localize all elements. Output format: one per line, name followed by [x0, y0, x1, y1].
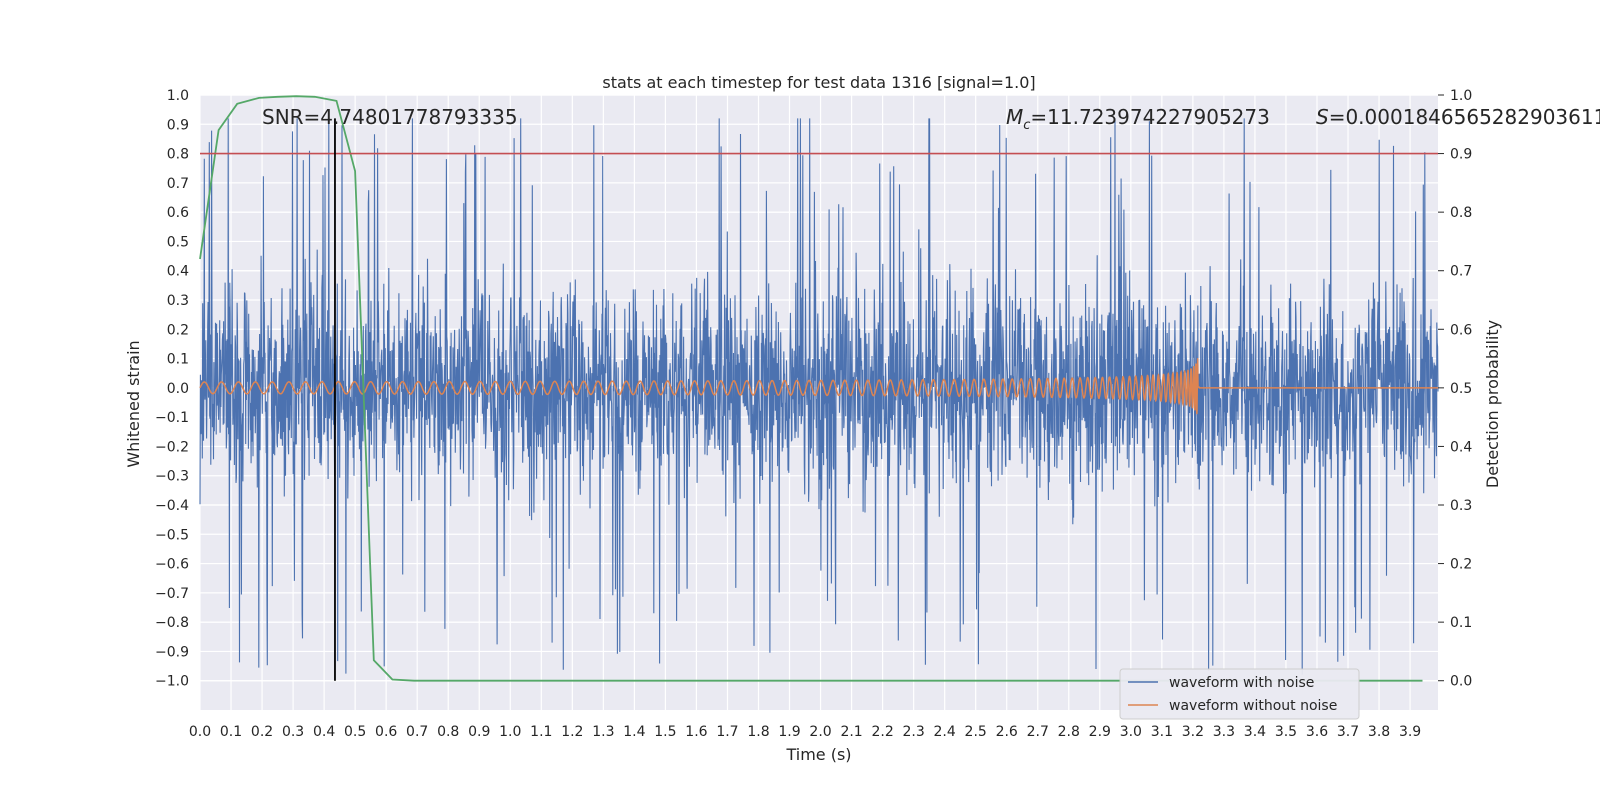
chirp-mass-annotation: Mc=11.723974227905273: [1006, 105, 1270, 133]
x-tick-label: 1.5: [654, 724, 676, 740]
x-tick-label: 0.2: [251, 724, 273, 740]
y2-tick-label: 0.9: [1450, 147, 1472, 163]
y2-tick-label: 0.5: [1450, 381, 1472, 397]
x-tick-label: 2.9: [1089, 724, 1111, 740]
y-tick-label: −0.5: [155, 527, 189, 543]
x-tick-label: 0.9: [468, 724, 490, 740]
s-symbol: S: [1316, 105, 1329, 129]
x-tick-label: 3.3: [1213, 724, 1235, 740]
y2-tick-label: 0.3: [1450, 498, 1472, 514]
snr-annotation: SNR=4.74801778793335: [262, 105, 518, 129]
x-tick-label: 2.4: [934, 724, 956, 740]
y-tick-label: −0.3: [155, 469, 189, 485]
y-tick-labels: 1.0 0.9 0.8 0.7 0.6 0.5 0.4 0.3 0.2 0.1 0.0 −0.1 −0.…: [155, 88, 189, 690]
y2-tick-label: 0.4: [1450, 439, 1472, 455]
chirp-mass-subscript: c: [1023, 118, 1030, 133]
x-tick-label: 0.3: [282, 724, 304, 740]
x-tick-label: 1.1: [530, 724, 552, 740]
x-tick-label: 2.6: [996, 724, 1018, 740]
x-tick-label: 3.5: [1275, 724, 1297, 740]
y-tick-label: −0.8: [155, 615, 189, 631]
y-axis-label: Whitened strain: [124, 340, 143, 467]
x-tick-label: 1.2: [561, 724, 583, 740]
x-tick-label: 3.9: [1399, 724, 1421, 740]
legend: waveform with noise waveform without noi…: [1119, 668, 1360, 720]
y-tick-label: 0.7: [167, 176, 189, 192]
x-tick-label: 1.3: [592, 724, 614, 740]
y-tick-label: 0.5: [167, 234, 189, 250]
y2-tick-label: 0.6: [1450, 322, 1472, 338]
x-tick-label: 0.4: [313, 724, 335, 740]
detection-probability-layer: [199, 95, 1438, 682]
x-tick-labels: 0.0 0.1 0.2 0.3 0.4 0.5 0.6 0.7 0.8 0.9 1.0 1.1 1.2 1…: [189, 724, 1421, 740]
x-tick-label: 0.7: [406, 724, 428, 740]
x-tick-label: 2.2: [871, 724, 893, 740]
x-tick-label: 3.4: [1244, 724, 1266, 740]
y2-tick-label: 0.7: [1450, 264, 1472, 280]
x-tick-label: 1.7: [716, 724, 738, 740]
y-tick-label: −1.0: [155, 674, 189, 690]
chirp-mass-value: =11.723974227905273: [1030, 105, 1269, 129]
x-tick-label: 3.2: [1182, 724, 1204, 740]
y-tick-label: 0.6: [167, 205, 189, 221]
x-tick-label: 1.9: [778, 724, 800, 740]
x-tick-label: 0.8: [437, 724, 459, 740]
legend-label-noise: waveform with noise: [1169, 675, 1314, 691]
x-tick-label: 1.0: [499, 724, 521, 740]
x-tick-label: 3.1: [1151, 724, 1173, 740]
s-annotation: S=0.00018465652829036117: [1316, 105, 1600, 129]
y-tick-label: 0.9: [167, 117, 189, 133]
waveform-with-noise-layer: [199, 118, 1439, 675]
y-tick-label: 0.8: [167, 147, 189, 163]
x-tick-label: 2.3: [903, 724, 925, 740]
y2-tick-label: 0.0: [1450, 674, 1472, 690]
waveform-with-noise-line: [199, 118, 1439, 675]
x-tick-label: 3.6: [1306, 724, 1328, 740]
y-tick-label: −0.6: [155, 557, 189, 573]
y-tick-label: 0.4: [167, 264, 189, 280]
x-tick-label: 2.8: [1058, 724, 1080, 740]
x-tick-label: 1.8: [747, 724, 769, 740]
x-tick-label: 2.7: [1027, 724, 1049, 740]
y-tick-label: 0.0: [167, 381, 189, 397]
y2-tick-label: 1.0: [1450, 88, 1472, 104]
detection-probability-line: [199, 95, 1423, 682]
y-tick-label: −0.9: [155, 644, 189, 660]
y2-tick-label: 0.1: [1450, 615, 1472, 631]
y2-tick-label: 0.2: [1450, 557, 1472, 573]
waveform-without-noise-layer: [199, 358, 1438, 415]
x-tick-label: 1.6: [685, 724, 707, 740]
x-tick-label: 2.0: [809, 724, 831, 740]
s-value: =0.00018465652829036117: [1329, 105, 1600, 129]
x-tick-label: 0.0: [189, 724, 211, 740]
chart-title: stats at each timestep for test data 131…: [602, 73, 1035, 92]
y2-tick-labels: 0.0 0.1 0.2 0.3 0.4 0.5 0.6 0.7 0.8 0.9 1.0: [1438, 88, 1472, 690]
x-tick-label: 2.1: [840, 724, 862, 740]
x-tick-label: 0.5: [344, 724, 366, 740]
y2-tick-label: 0.8: [1450, 205, 1472, 221]
x-tick-label: 1.4: [623, 724, 645, 740]
y-tick-label: −0.2: [155, 439, 189, 455]
legend-label-clean: waveform without noise: [1169, 698, 1337, 714]
legend-box: [1119, 668, 1360, 720]
y-tick-label: 0.2: [167, 322, 189, 338]
y2-axis-label: Detection probability: [1483, 320, 1502, 488]
y-tick-label: −0.1: [155, 410, 189, 426]
x-tick-label: 3.8: [1368, 724, 1390, 740]
waveform-without-noise-line: [199, 358, 1438, 415]
x-axis-label: Time (s): [785, 745, 851, 764]
y-tick-label: 0.1: [167, 352, 189, 368]
chirp-mass-symbol: M: [1006, 105, 1023, 129]
x-tick-label: 2.5: [965, 724, 987, 740]
x-tick-label: 0.1: [220, 724, 242, 740]
y-tick-label: −0.4: [155, 498, 189, 514]
x-tick-label: 3.0: [1120, 724, 1142, 740]
x-tick-label: 0.6: [375, 724, 397, 740]
y-tick-label: 1.0: [167, 88, 189, 104]
y-tick-label: 0.3: [167, 293, 189, 309]
x-tick-label: 3.7: [1337, 724, 1359, 740]
y-tick-label: −0.7: [155, 586, 189, 602]
